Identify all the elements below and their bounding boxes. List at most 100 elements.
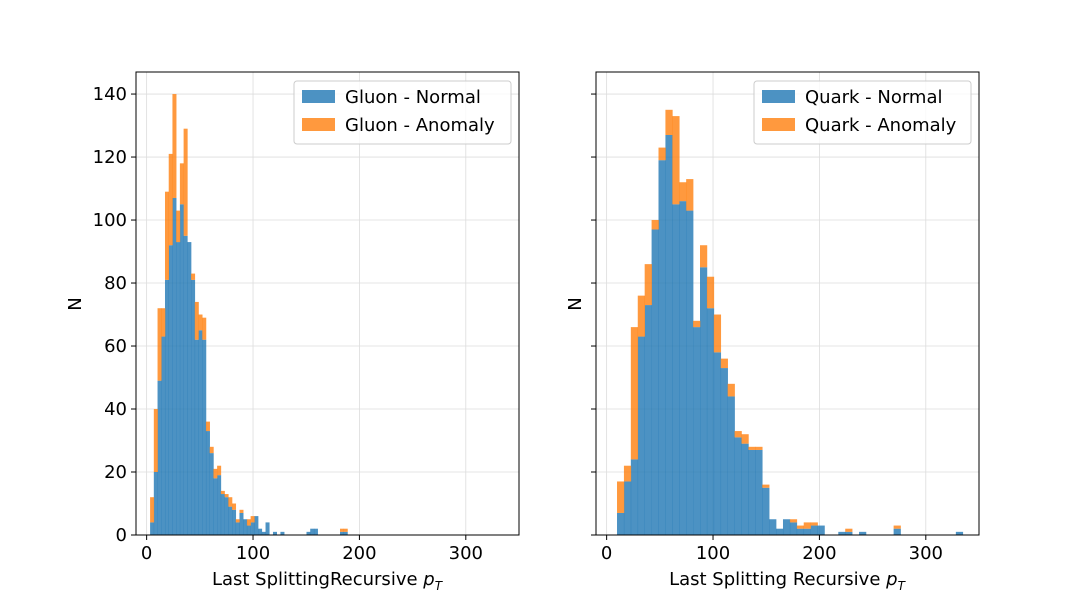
quark-anomaly-bar [672, 116, 680, 205]
gluon-anomaly-bar [246, 519, 251, 526]
quark-anomaly-bar [630, 327, 639, 460]
gluon-x-tick-label: 100 [236, 543, 270, 564]
quark-legend-label: Quark - Anomaly [805, 115, 957, 136]
quark-anomaly-bar [810, 522, 818, 526]
quark-anomaly-bar [686, 179, 694, 211]
gluon-legend-box [293, 80, 512, 145]
gluon-anomaly-bar [161, 308, 166, 337]
quark-normal-bar [672, 204, 680, 536]
gluon-anomaly-bar [150, 497, 155, 523]
gluon-normal-bar [258, 528, 263, 535]
gluon-legend: Gluon - Normal Gluon - Anomaly [293, 80, 512, 145]
gluon-normal-bar [306, 531, 311, 535]
gluon-y-tick-label: 120 [93, 147, 127, 168]
gluon-normal-bar [187, 242, 192, 535]
gluon-normal-bar [310, 528, 315, 535]
gluon-anomaly-bar [168, 153, 173, 246]
gluon-y-tick-label: 80 [104, 273, 127, 294]
quark-anomaly-bar [796, 525, 805, 529]
gluon-legend-swatch [302, 118, 335, 131]
gluon-y-tick-label: 40 [104, 399, 127, 420]
gluon-normal-bar [179, 204, 184, 536]
quark-normal-bar [859, 531, 867, 535]
gluon-normal-bar [150, 522, 155, 535]
gluon-normal-bar [246, 525, 251, 535]
gluon-anomaly-bar [209, 446, 214, 454]
quark-normal-bar [720, 368, 728, 535]
quark-normal-bar [658, 160, 666, 535]
gluon-normal-bar [194, 339, 199, 535]
quark-normal-bar [762, 487, 770, 535]
quark-normal-bar [810, 525, 818, 535]
quark-anomaly-bar [755, 446, 763, 450]
quark-anomaly-bar [700, 245, 708, 268]
quark-normal-bar [686, 210, 694, 535]
quark-anomaly-bar [762, 484, 770, 488]
gluon-anomaly-bar [153, 409, 158, 472]
gluon-y-tick-label: 60 [104, 336, 127, 357]
quark-normal-bar [955, 531, 964, 535]
quark-anomaly-bar [644, 264, 652, 306]
gluon-y-ticks: 0 20 40 60 80 100 120 140 [93, 84, 136, 546]
quark-legend: Quark - Normal Quark - Anomaly [753, 80, 972, 145]
quark-normal-bar [741, 443, 749, 535]
gluon-anomaly-bar [213, 468, 218, 479]
quark-normal-bar [838, 531, 846, 535]
gluon-normal-bar [340, 531, 345, 535]
quark-normal-bar [782, 519, 791, 535]
quark-normal-bar [679, 201, 687, 535]
quark-legend-label: Quark - Normal [805, 87, 943, 108]
quark-legend-swatch [762, 90, 795, 103]
gluon-normal-bar [213, 478, 218, 535]
quark-normal-bar [623, 481, 632, 535]
quark-normal-bar [734, 437, 742, 535]
quark-x-tick-label: 200 [802, 543, 836, 564]
quark-anomaly-bar [713, 314, 722, 353]
quark-normal-bar [644, 305, 652, 535]
gluon-anomaly-bar [202, 317, 207, 340]
quark-anomaly-bar [748, 446, 756, 450]
quark-normal-bar [630, 459, 639, 535]
gluon-plot-frame [135, 71, 520, 536]
quark-y-axis-label: N [565, 297, 586, 310]
gluon-x-tick-label: 0 [141, 543, 152, 564]
quark-anomaly-bar [845, 528, 853, 532]
gluon-normal-bar [250, 522, 255, 535]
quark-normal-bar [665, 134, 673, 536]
gluon-normal-bar [191, 279, 196, 535]
gluon-normal-bar [272, 531, 277, 535]
gluon-anomaly-bar [235, 519, 240, 523]
gluon-anomaly-bar [217, 465, 222, 476]
gluon-y-tick-label: 140 [93, 84, 127, 105]
quark-anomaly-bar [706, 276, 715, 309]
quark-x-axis-label: Last Splitting Recursive pT [669, 569, 907, 593]
gluon-legend-label: Gluon - Anomaly [345, 115, 495, 136]
gluon-normal-bar [243, 519, 248, 535]
quark-anomaly-bar [637, 295, 645, 337]
gluon-anomaly-bar [179, 163, 184, 205]
gluon-normal-bar [239, 512, 244, 535]
quark-legend-box [753, 80, 972, 145]
gluon-x-axis-label: Last SplittingRecursive pT [212, 569, 444, 593]
quark-anomaly-bar [720, 358, 728, 369]
gluon-anomaly-bar [194, 301, 199, 340]
gluon-normal-bar [261, 531, 266, 535]
gluon-y-tick-label: 0 [116, 525, 127, 546]
gluon-anomaly-bar [205, 421, 210, 432]
quark-normal-bar [693, 327, 701, 535]
gluon-anomaly-bar [172, 94, 177, 198]
quark-histogram-panel: 0 100 200 300 N Last Splitting Recursive pT… [565, 71, 980, 593]
gluon-normal-bar [254, 516, 259, 535]
quark-x-axis-label-text: Last Splitting Recursive [669, 569, 880, 590]
gluon-normal-bar [157, 380, 162, 535]
gluon-anomaly-bar [198, 314, 203, 331]
gluon-anomaly-bar [220, 490, 225, 495]
gluon-normal-bar [153, 472, 158, 535]
quark-normal-bar [651, 229, 659, 536]
gluon-histogram-panel: 0 100 200 300 0 20 40 60 80 100 120 140 N Last Spl… [65, 71, 520, 593]
gluon-normal-bar [172, 197, 177, 536]
gluon-normal-bar [220, 494, 225, 535]
quark-x-tick-label: 0 [601, 543, 612, 564]
quark-normal-bar [776, 528, 784, 535]
